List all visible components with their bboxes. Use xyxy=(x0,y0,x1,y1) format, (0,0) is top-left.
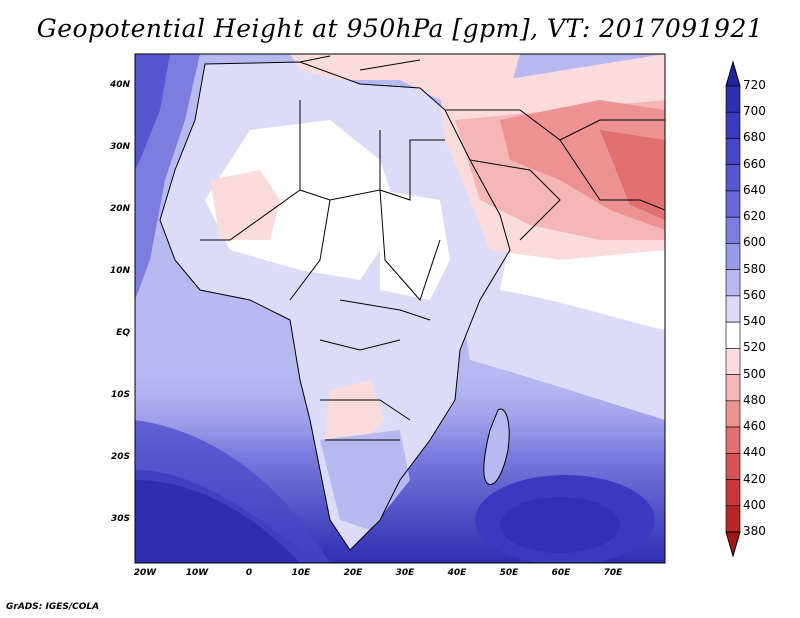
map-frame xyxy=(134,53,666,564)
colorbar-label: 680 xyxy=(743,130,766,145)
colorbar-label: 420 xyxy=(743,471,766,486)
lat-label-10n: 10N xyxy=(109,266,130,276)
colorbar-label: 620 xyxy=(743,209,766,224)
colorbar-label: 480 xyxy=(743,392,766,407)
lon-label-50e: 50E xyxy=(499,568,519,578)
colorbar-segment xyxy=(725,269,741,297)
colorbar-label: 640 xyxy=(743,182,766,197)
colorbar-segment xyxy=(725,505,741,533)
colorbar-label: 500 xyxy=(743,366,766,381)
colorbar-segment xyxy=(725,479,741,507)
lat-label-30n: 30N xyxy=(109,142,130,152)
colorbar-label: 520 xyxy=(743,340,766,355)
persia-red-field xyxy=(500,100,665,230)
lon-label-20w: 20W xyxy=(133,568,157,578)
india-red-field xyxy=(600,130,665,220)
colorbar-segment xyxy=(725,295,741,323)
colorbar-top-arrow xyxy=(725,60,741,87)
lat-label-10s: 10S xyxy=(110,390,130,400)
atlantic-nw-field xyxy=(135,54,170,170)
map-title: Geopotential Height at 950hPa [gpm], VT:… xyxy=(36,14,764,43)
lat-label-40n: 40N xyxy=(109,80,130,90)
arabian-sea-white-field xyxy=(500,240,665,330)
colorbar-segment xyxy=(725,426,741,454)
colorbar-label: 380 xyxy=(743,524,766,538)
lat-label-20s: 20S xyxy=(110,452,130,462)
colorbar-segment xyxy=(725,400,741,428)
lat-label-30s: 30S xyxy=(110,514,130,524)
colorbar-segment xyxy=(725,190,741,218)
colorbar-segment xyxy=(725,321,741,349)
lat-label-20n: 20N xyxy=(109,204,130,214)
colorbar-segment xyxy=(725,243,741,270)
colorbar-label: 460 xyxy=(743,419,766,434)
country-borders xyxy=(159,55,665,551)
colorbar-label: 560 xyxy=(743,287,766,302)
lon-label-10e: 10E xyxy=(291,568,311,578)
lon-label-10w: 10W xyxy=(185,568,209,578)
lon-label-40e: 40E xyxy=(447,568,467,578)
colorbar-label: 400 xyxy=(743,497,766,512)
east-africa-white-field xyxy=(380,190,450,300)
lat-label-eq: EQ xyxy=(116,328,130,338)
colorbar-segment xyxy=(725,164,741,192)
south-africa-pink-field xyxy=(325,380,385,445)
grads-credit: GrADS: IGES/COLA xyxy=(6,602,100,612)
colorbar-segment xyxy=(725,111,741,139)
lon-label-20e: 20E xyxy=(343,568,363,578)
lon-label-70e: 70E xyxy=(603,568,623,578)
sw-deep-field xyxy=(135,470,320,563)
colorbar-segment xyxy=(725,216,741,244)
colorbar-segment xyxy=(725,452,741,480)
colorbar-label: 540 xyxy=(743,314,766,329)
colorbar-segment xyxy=(725,85,741,113)
colorbar-segment xyxy=(725,348,741,375)
lon-label-30e: 30E xyxy=(395,568,415,578)
sw-mid-field xyxy=(135,420,330,563)
colorbar-label: 660 xyxy=(743,156,766,171)
colorbar-bottom-arrow xyxy=(725,531,741,558)
colorbar-label: 440 xyxy=(743,445,766,460)
west-sahara-pink-field xyxy=(210,170,280,240)
colorbar-label: 700 xyxy=(743,104,766,119)
colorbar-label: 580 xyxy=(743,261,766,276)
colorbar-label: 600 xyxy=(743,235,766,250)
colorbar-segment xyxy=(725,138,741,166)
colorbar-segment xyxy=(725,374,741,402)
lon-label-0: 0 xyxy=(245,568,253,578)
lon-label-60e: 60E xyxy=(551,568,571,578)
colorbar-label: 720 xyxy=(743,78,766,92)
madagascar-outline xyxy=(483,408,510,486)
